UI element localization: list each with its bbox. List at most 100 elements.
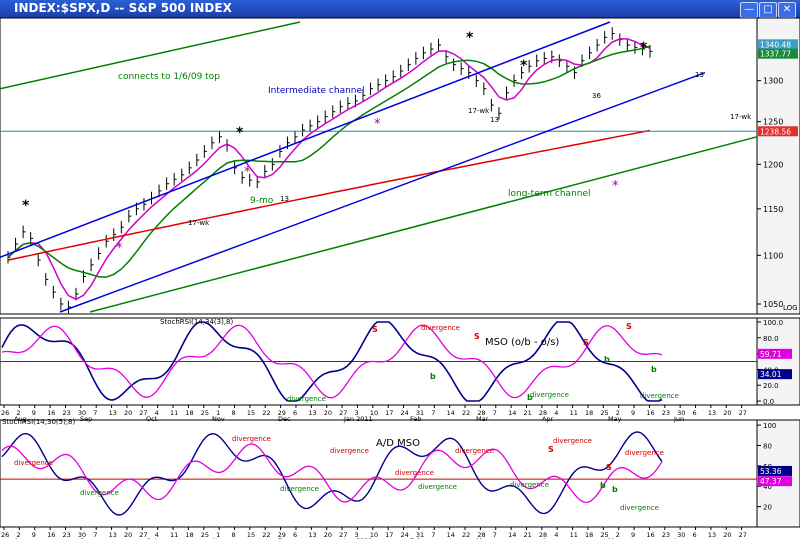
x-month-label: Apr bbox=[542, 415, 554, 423]
admso-b-marker: b bbox=[612, 485, 618, 494]
stoch-value-badge bbox=[758, 369, 792, 380]
admso-divergence-9: divergence bbox=[510, 481, 549, 489]
x-tick-label: 2 bbox=[616, 531, 620, 539]
x-tick-label: 17 bbox=[385, 531, 393, 539]
x-tick-label: 16 bbox=[47, 531, 55, 539]
x-month-label: Feb bbox=[410, 415, 422, 423]
x-tick-label-mid: 29 bbox=[278, 409, 286, 417]
admso-value-badge bbox=[758, 476, 792, 487]
star-marker-purple: * bbox=[116, 241, 123, 256]
x-tick-label-mid: 23 bbox=[662, 409, 670, 417]
admso-y-tick-label: 80 bbox=[763, 442, 772, 450]
x-tick-label-mid: 30 bbox=[78, 409, 86, 417]
admso-divergence-6: divergence bbox=[395, 469, 434, 477]
star-marker: * bbox=[640, 40, 648, 56]
x-tick-label: 30 bbox=[677, 531, 685, 539]
x-tick-label: 20 bbox=[723, 531, 731, 539]
stoch-divergence-3: divergence bbox=[530, 391, 569, 399]
x-tick-label: 25 bbox=[201, 531, 209, 539]
stoch-divergence-2: divergence bbox=[287, 395, 326, 403]
stoch-divergence-1: divergence bbox=[421, 324, 460, 332]
x-tick-label: 13 bbox=[109, 531, 117, 539]
x-tick-label: 25 bbox=[600, 531, 608, 539]
x-tick-label-mid: 18 bbox=[585, 409, 593, 417]
x-month-label: Dec bbox=[278, 415, 291, 423]
x-tick-label-mid: 27 bbox=[739, 409, 747, 417]
x-tick-label: 30 bbox=[78, 531, 86, 539]
stoch-y-tick-label: 0.0 bbox=[763, 398, 774, 406]
x-tick-label: 13 bbox=[708, 531, 716, 539]
x-tick-label: 1 bbox=[216, 531, 220, 539]
x-tick-label: 2 bbox=[16, 531, 20, 539]
admso-b-marker: b bbox=[600, 481, 606, 490]
ma-slow-line bbox=[7, 129, 651, 261]
x-month-label: Mar bbox=[476, 537, 489, 539]
x-tick-label: 6 bbox=[693, 531, 697, 539]
x-tick-label-mid: 16 bbox=[47, 409, 55, 417]
stoch-b-marker: b bbox=[604, 355, 610, 364]
admso-divergence-7: divergence bbox=[418, 483, 457, 491]
admso-value-label: 47.37 bbox=[760, 477, 782, 486]
admso-divergence-5: divergence bbox=[330, 447, 369, 455]
admso-divergence-2: divergence bbox=[80, 489, 119, 497]
x-tick-label-mid: 2 bbox=[616, 409, 620, 417]
x-tick-label: 29 bbox=[278, 531, 286, 539]
stoch-y-tick-label: 80.0 bbox=[763, 335, 779, 343]
x-month-label: Jun bbox=[673, 537, 684, 539]
annotation-mso: MSO (o/b - o/s) bbox=[485, 337, 559, 348]
star-marker: * bbox=[22, 198, 30, 214]
x-tick-label-mid: 17 bbox=[385, 409, 393, 417]
long-term-channel-line bbox=[89, 136, 758, 313]
minimize-button[interactable]: — bbox=[740, 2, 758, 18]
x-month-label: Jun bbox=[673, 415, 684, 423]
admso-value-label: 53.36 bbox=[760, 467, 782, 476]
x-tick-label: 8 bbox=[232, 531, 236, 539]
x-tick-label-mid: 13 bbox=[708, 409, 716, 417]
admso-y-tick-label: 20 bbox=[763, 504, 772, 512]
stoch-s-marker: S bbox=[583, 338, 589, 347]
x-tick-label-mid: 11 bbox=[170, 409, 178, 417]
x-tick-label: 3 bbox=[354, 531, 358, 539]
x-month-label: Aug bbox=[14, 537, 27, 539]
x-tick-label: 10 bbox=[370, 531, 378, 539]
x-month-label: Feb bbox=[410, 537, 422, 539]
x-tick-label: 9 bbox=[32, 531, 36, 539]
x-month-label: Apr bbox=[542, 537, 554, 539]
stoch-blue-line bbox=[1, 321, 663, 402]
admso-divergence-8: divergence bbox=[455, 447, 494, 455]
admso-divergence-10: divergence bbox=[553, 437, 592, 445]
x-tick-label: 14 bbox=[447, 531, 455, 539]
annotation-17wk-c: 17-wk bbox=[730, 113, 752, 121]
x-tick-label: 21 bbox=[523, 531, 531, 539]
x-tick-label: 23 bbox=[662, 531, 670, 539]
star-marker-purple: * bbox=[374, 117, 381, 132]
stoch-divergence-4: divergence bbox=[640, 392, 679, 400]
admso-divergence-11: divergence bbox=[625, 449, 664, 457]
admso-divergence-1: divergence bbox=[14, 459, 53, 467]
stoch-value-label: 59.71 bbox=[760, 350, 782, 359]
x-tick-label: 24 bbox=[401, 531, 409, 539]
x-month-label: Jan 2011 bbox=[343, 415, 373, 423]
annotation-13-c: 13 bbox=[695, 71, 704, 79]
stoch-panel-title: StochRSI(14,34(3),8) bbox=[160, 318, 233, 326]
x-month-label: Sep bbox=[80, 537, 92, 539]
x-tick-label-mid: 14 bbox=[447, 409, 455, 417]
x-month-label: Aug bbox=[14, 415, 27, 423]
annotation-17wk-a: 17-wk bbox=[188, 219, 210, 227]
admso-magenta-line bbox=[1, 443, 663, 504]
x-tick-label: 26 bbox=[1, 531, 9, 539]
x-tick-label: 31 bbox=[416, 531, 424, 539]
admso-value-badge bbox=[758, 465, 792, 476]
admso-divergence-3: divergence bbox=[232, 435, 271, 443]
x-tick-label-mid: 6 bbox=[293, 409, 297, 417]
x-tick-label-mid: 18 bbox=[185, 409, 193, 417]
x-tick-label-mid: 11 bbox=[570, 409, 578, 417]
stoch-s-marker: S bbox=[474, 332, 480, 341]
admso-s-marker: S bbox=[606, 463, 612, 472]
x-month-label: Dec bbox=[278, 537, 291, 539]
stoch-b-marker: b bbox=[430, 372, 436, 381]
x-tick-label: 7 bbox=[431, 531, 435, 539]
x-tick-label: 14 bbox=[508, 531, 516, 539]
admso-divergence-12: divergence bbox=[620, 504, 659, 512]
